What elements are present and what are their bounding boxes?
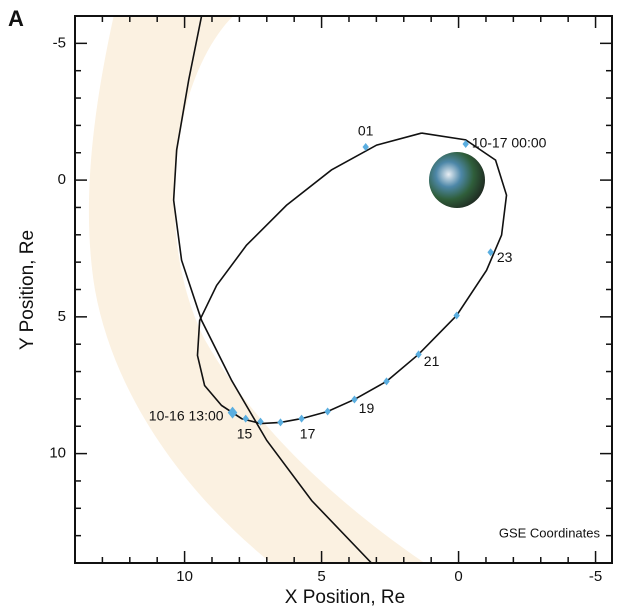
orbit-marker [362,143,369,152]
x-tick-label: -5 [589,568,602,585]
marker-label: 15 [237,425,253,441]
x-axis-title: X Position, Re [285,587,405,608]
marker-label: 10-16 13:00 [149,407,224,423]
x-tick-label: 10 [176,568,193,585]
x-tick-label: 0 [454,568,462,585]
orbit-marker [242,414,249,423]
trajectory-line [172,16,373,563]
earth [429,152,485,208]
annotation: GSE Coordinates [499,525,601,540]
x-tick-label: 5 [317,568,325,585]
marker-label: 19 [359,400,375,416]
y-tick-label: 0 [58,171,66,188]
orbit-marker [462,139,469,148]
orbit-marker [351,395,358,404]
orbit-marker [487,248,494,257]
marker-label: 21 [424,353,440,369]
orbit-marker [227,406,238,419]
marker-label: 10-17 00:00 [472,135,547,151]
y-axis-title: Y Position, Re [17,230,38,350]
orbit-marker [257,417,264,426]
marker-label: 01 [358,123,374,139]
orbit-marker [324,407,331,416]
marker-label: 17 [300,425,316,441]
y-tick-label: 5 [58,308,66,325]
plot-area [88,16,425,563]
marker-label: 23 [497,249,513,265]
bow-shock-band [88,16,425,563]
orbit-marker [415,350,422,359]
panel-label: A [8,6,24,31]
y-tick-label: 10 [49,445,66,462]
y-tick-label: -5 [53,34,66,51]
orbit-marker [453,311,460,320]
orbit-marker [277,418,284,427]
orbit-marker [298,414,305,423]
orbit-marker [383,377,390,386]
